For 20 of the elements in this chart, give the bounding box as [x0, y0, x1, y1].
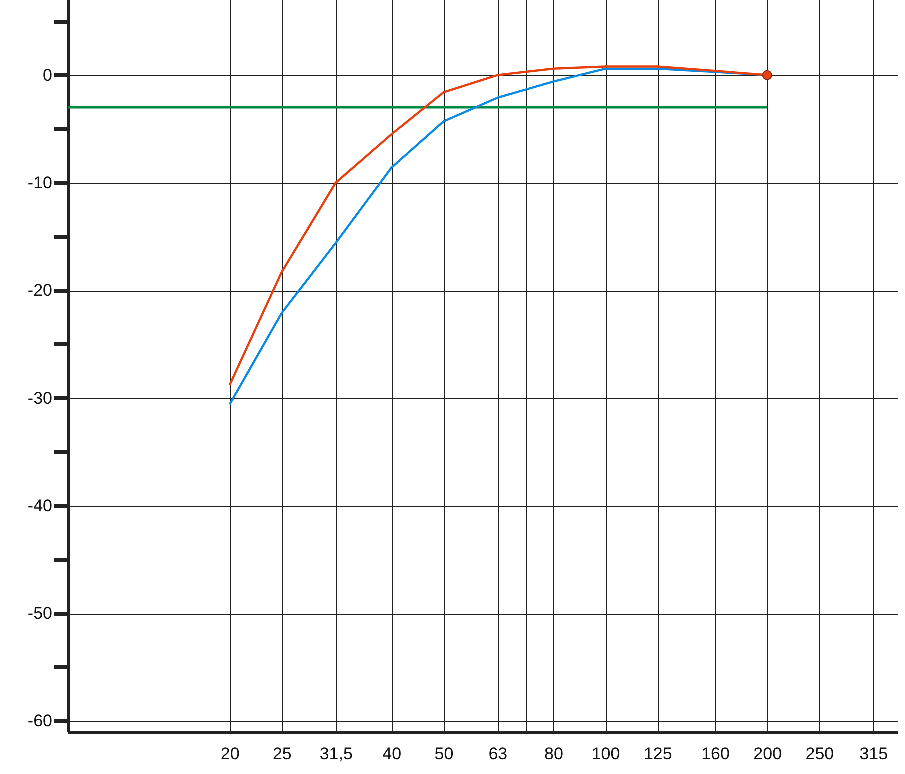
- y-tick-label: -40: [28, 496, 52, 516]
- x-tick-label: 125: [644, 744, 672, 764]
- x-tick-label: 20: [220, 744, 240, 764]
- x-tick-label: 200: [754, 744, 782, 764]
- x-tick-label: 63: [488, 744, 508, 764]
- y-tick-label: -10: [28, 174, 52, 192]
- y-tick-label: -60: [28, 712, 52, 731]
- y-tick-label: -50: [28, 604, 52, 624]
- x-tick-label: 80: [544, 744, 564, 764]
- x-tick-label: 315: [860, 744, 888, 764]
- x-tick-label: 25: [272, 744, 292, 764]
- y-tick-label: 0: [43, 66, 52, 85]
- y-tick-label: -20: [28, 281, 52, 300]
- x-tick-label: 31,5: [320, 744, 353, 764]
- x-tick-label: 40: [382, 744, 402, 764]
- x-tick-label: 50: [434, 744, 454, 764]
- x-tick-label: 100: [592, 744, 620, 764]
- x-tick-label: 250: [806, 744, 834, 764]
- x-tick-label: 160: [702, 744, 730, 764]
- y-tick-label: -30: [28, 388, 52, 408]
